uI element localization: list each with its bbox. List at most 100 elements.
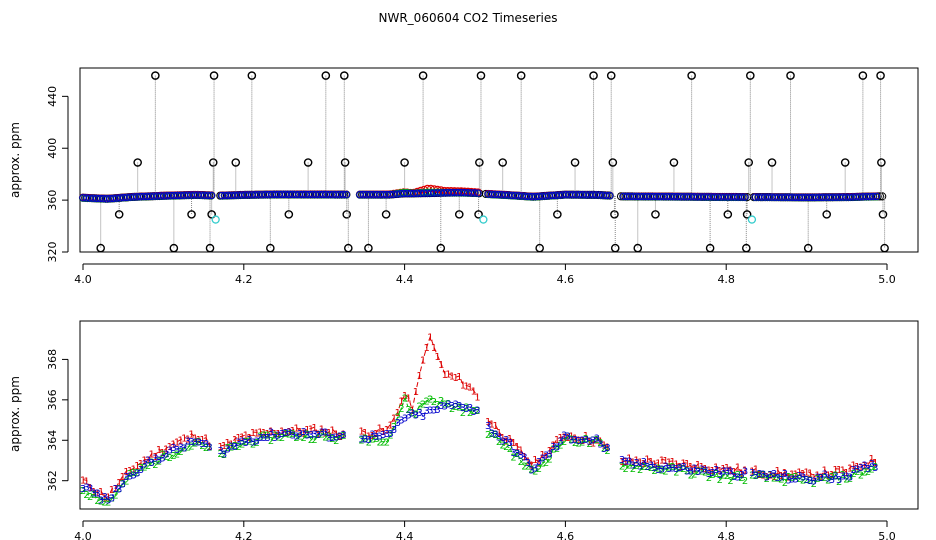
bottom-y-tick-label: 368 [46,349,59,370]
bottom-series-3-marker: 3 [727,467,733,478]
bottom-series-2-marker: 2 [453,402,459,413]
bottom-series-1-marker: 1 [257,428,263,439]
bottom-series-3-marker: 3 [818,473,824,484]
chart-title: NWR_060604 CO2 Timeseries [379,11,558,25]
bottom-series-2-marker: 2 [380,438,386,449]
bottom-series-3-marker: 3 [594,434,600,445]
bottom-series-3-marker: 3 [525,458,531,469]
bottom-series-3-marker: 3 [438,401,444,412]
bottom-series-3-marker: 3 [326,434,332,445]
bottom-series-1-marker: 1 [518,446,524,457]
top-cyan-point [747,215,757,224]
bottom-series-3-marker: 3 [206,443,212,454]
bottom-series-2-marker: 2 [123,477,129,488]
bottom-series-1-marker: 1 [460,380,466,391]
bottom-series-2-marker: 2 [803,475,809,486]
bottom-series-3-marker: 3 [702,466,708,477]
bottom-series-3-marker: 3 [832,472,838,483]
bottom-series-2-marker: 2 [659,465,665,476]
bottom-series-1-marker: 1 [586,437,592,448]
bottom-series-1-marker: 1 [203,434,209,445]
bottom-series-2-line [361,395,478,443]
bottom-series-2-marker: 2 [384,438,390,449]
bottom-series-1-marker: 1 [105,493,111,504]
top-ref-point [687,71,696,80]
bottom-series-2-marker: 2 [767,470,773,481]
bottom-series-2-marker: 2 [366,438,372,449]
bottom-series-1-marker: 1 [337,432,343,443]
top-ref-point [284,210,294,219]
bottom-series-3-marker: 3 [319,427,325,438]
bottom-series-1-marker: 1 [760,471,766,482]
bottom-series-2-marker: 2 [438,396,444,407]
bottom-series-2-marker: 2 [105,498,111,509]
bottom-series-2-marker: 2 [641,462,647,473]
bottom-series-1-marker: 1 [659,455,665,466]
bottom-series-2-marker: 2 [594,435,600,446]
bottom-series-2-marker: 2 [604,446,610,457]
bottom-series-1-marker: 1 [471,387,477,398]
bottom-series-1-marker: 1 [630,457,636,468]
bottom-series-3-marker: 3 [709,468,715,479]
top-raw-point [878,192,887,201]
bottom-series-2-marker: 2 [181,444,187,455]
bottom-series-2-marker: 2 [507,444,513,455]
bottom-series-1-marker: 1 [80,476,86,487]
bottom-series-3-marker: 3 [377,432,383,443]
bottom-y-tick-label: 362 [46,470,59,491]
bottom-series-1-marker: 1 [362,428,368,439]
top-ref-point [878,210,888,219]
bottom-series-3-marker: 3 [362,434,368,445]
bottom-series-3-marker: 3 [767,470,773,481]
bottom-series-1-marker: 1 [131,465,137,476]
bottom-series-2-marker: 2 [431,397,437,408]
bottom-series-3-marker: 3 [803,475,809,486]
bottom-series-2-marker: 2 [496,437,502,448]
bottom-series-2-marker: 2 [127,469,133,480]
bottom-series-1-marker: 1 [420,356,426,367]
bottom-series-1-marker: 1 [192,434,198,445]
top-series-3-point [342,190,351,199]
bottom-series-3-marker: 3 [221,450,227,461]
bottom-series-3-marker: 3 [782,469,788,480]
bottom-series-1-marker: 1 [217,442,223,453]
top-ref-point [840,158,850,167]
bottom-series-2-marker: 2 [547,454,553,465]
bottom-series-2-marker: 2 [373,434,379,445]
bottom-series-2-marker: 2 [518,457,524,468]
bottom-series-1-marker: 1 [319,425,325,436]
bottom-series-1-marker: 1 [492,421,498,432]
bottom-series-3-marker: 3 [413,411,419,422]
bottom-series-1-marker: 1 [275,429,281,440]
bottom-series-2-marker: 2 [633,461,639,472]
bottom-series-1-marker: 1 [286,427,292,438]
bottom-series-3-marker: 3 [268,427,274,438]
bottom-series-3-marker: 3 [203,439,209,450]
bottom-series-1-marker: 1 [699,462,705,473]
bottom-series-3-marker: 3 [507,438,513,449]
bottom-series-1-marker: 1 [695,460,701,471]
bottom-series-3-marker: 3 [489,429,495,440]
bottom-series-3-marker: 3 [695,467,701,478]
bottom-series-2-marker: 2 [261,431,267,442]
bottom-series-1-marker: 1 [232,435,238,446]
bottom-series-3-marker: 3 [485,421,491,432]
bottom-series-1-marker: 1 [662,456,668,467]
top-axes: 4.0 4.2 4.4 4.6 4.8 5.0 320 360 400 440 [46,86,896,286]
top-x-tick-label: 4.8 [717,273,735,286]
bottom-series-1-marker: 1 [843,468,849,479]
top-series-3-point [204,191,212,200]
bottom-series-3-marker: 3 [753,471,759,482]
bottom-series-3-marker: 3 [731,472,737,483]
bottom-series-1-marker: 1 [724,463,730,474]
bottom-series-3-marker: 3 [329,433,335,444]
bottom-series-1-marker: 1 [594,435,600,446]
bottom-series-3-marker: 3 [431,406,437,417]
bottom-series-2-marker: 2 [319,430,325,441]
bottom-series-2-marker: 2 [514,449,520,460]
bottom-series-3-marker: 3 [185,436,191,447]
bottom-series-1-marker: 1 [134,461,140,472]
bottom-series-3-marker: 3 [420,412,426,423]
top-ref-point [767,158,777,167]
bottom-series-3-marker: 3 [550,442,556,453]
